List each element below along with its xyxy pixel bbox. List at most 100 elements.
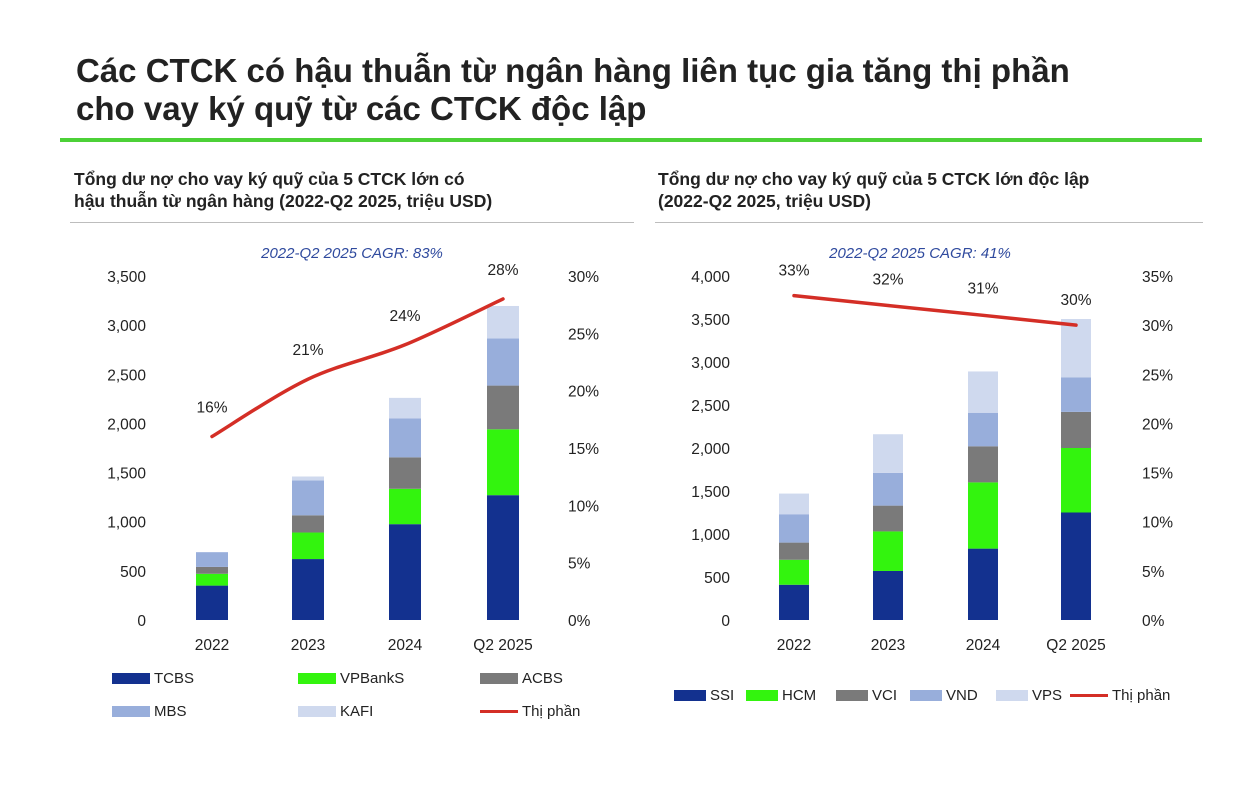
right-legend-swatch bbox=[836, 690, 868, 701]
right-y-tick-label: 2,500 bbox=[691, 398, 730, 415]
left-bar-vpbanks bbox=[196, 573, 228, 586]
right-bar-vci bbox=[1061, 411, 1091, 448]
left-bar-acbs bbox=[487, 385, 519, 430]
right-y2-tick-label: 15% bbox=[1142, 466, 1173, 483]
left-line-data-label: 28% bbox=[487, 262, 518, 279]
left-y-tick-label: 3,500 bbox=[107, 269, 146, 286]
right-bar-vps bbox=[779, 493, 809, 515]
left-chart-rule bbox=[70, 222, 634, 223]
left-legend-swatch bbox=[112, 673, 150, 684]
left-bar-kafi bbox=[487, 305, 519, 339]
left-y-tick-label: 3,000 bbox=[107, 318, 146, 335]
left-bar-vpbanks bbox=[389, 488, 421, 525]
right-legend-swatch bbox=[1070, 694, 1108, 697]
right-bar-vps bbox=[873, 434, 903, 473]
right-legend-item: VND bbox=[910, 687, 978, 704]
left-bar-mbs bbox=[196, 552, 228, 567]
left-legend-label: TCBS bbox=[154, 670, 195, 687]
left-legend-swatch bbox=[298, 706, 336, 717]
page-title: Các CTCK có hậu thuẫn từ ngân hàng liên … bbox=[76, 52, 1206, 128]
left-chart-title: Tổng dư nợ cho vay ký quỹ của 5 CTCK lớn… bbox=[74, 168, 634, 212]
right-legend-label: VPS bbox=[1032, 687, 1063, 704]
left-bar-acbs bbox=[196, 566, 228, 574]
left-y-tick-label: 2,000 bbox=[107, 416, 146, 433]
left-line-data-label: 16% bbox=[196, 400, 227, 417]
right-y-tick-label: 1,000 bbox=[691, 527, 730, 544]
left-bar-tcbs bbox=[389, 524, 421, 620]
left-legend-label: KAFI bbox=[340, 703, 374, 720]
right-legend-label: HCM bbox=[782, 687, 817, 704]
right-bar-hcm bbox=[1061, 448, 1091, 513]
left-bar-mbs bbox=[487, 338, 519, 386]
right-y2-tick-label: 0% bbox=[1142, 613, 1165, 630]
left-legend-item: TCBS bbox=[112, 670, 194, 687]
left-chart-title-line1: Tổng dư nợ cho vay ký quỹ của 5 CTCK lớn… bbox=[74, 169, 465, 189]
right-y2-tick-label: 20% bbox=[1142, 416, 1173, 433]
left-y2-tick-label: 0% bbox=[568, 613, 591, 630]
left-legend-label: VPBankS bbox=[340, 670, 405, 687]
right-bar-vci bbox=[779, 542, 809, 560]
right-legend-swatch bbox=[674, 690, 706, 701]
right-bar-vnd bbox=[779, 514, 809, 543]
right-legend-label: SSI bbox=[710, 687, 735, 704]
left-y-tick-label: 1,000 bbox=[107, 515, 146, 532]
left-y2-tick-label: 5% bbox=[568, 556, 591, 573]
left-legend-swatch bbox=[480, 673, 518, 684]
left-y-tick-label: 0 bbox=[137, 613, 146, 630]
left-legend-label: MBS bbox=[154, 703, 187, 720]
right-legend-label: VCI bbox=[872, 687, 898, 704]
right-y2-tick-label: 10% bbox=[1142, 515, 1173, 532]
right-chart-title: Tổng dư nợ cho vay ký quỹ của 5 CTCK lớn… bbox=[658, 168, 1218, 212]
left-legend-swatch bbox=[298, 673, 336, 684]
left-legend-swatch bbox=[112, 706, 150, 717]
left-legend-label: Thị phần bbox=[522, 703, 581, 720]
right-y2-tick-label: 5% bbox=[1142, 564, 1165, 581]
left-bar-vpbanks bbox=[487, 429, 519, 496]
right-x-tick-label: 2024 bbox=[966, 637, 1001, 654]
right-x-tick-label: 2022 bbox=[777, 637, 811, 654]
right-y-tick-label: 3,500 bbox=[691, 312, 730, 329]
left-legend-item: MBS bbox=[112, 703, 187, 720]
right-chart-rule bbox=[655, 222, 1203, 223]
left-bar-kafi bbox=[292, 476, 324, 481]
right-y-tick-label: 0 bbox=[721, 613, 730, 630]
left-bar-tcbs bbox=[487, 495, 519, 620]
left-bar-acbs bbox=[292, 515, 324, 533]
left-legend-label: ACBS bbox=[522, 670, 563, 687]
left-x-tick-label: 2022 bbox=[195, 637, 229, 654]
right-bar-hcm bbox=[968, 482, 998, 549]
right-bar-hcm bbox=[873, 531, 903, 571]
left-line-data-label: 21% bbox=[292, 342, 323, 359]
right-bar-vci bbox=[873, 505, 903, 532]
right-chart-title-line1: Tổng dư nợ cho vay ký quỹ của 5 CTCK lớn… bbox=[658, 169, 1090, 189]
right-y-tick-label: 500 bbox=[704, 570, 730, 587]
right-cagr-annotation: 2022-Q2 2025 CAGR: 41% bbox=[828, 245, 1011, 262]
right-bar-vnd bbox=[968, 412, 998, 447]
right-y2-tick-label: 30% bbox=[1142, 318, 1173, 335]
left-legend-item: Thị phần bbox=[480, 703, 580, 720]
left-bar-tcbs bbox=[292, 559, 324, 620]
right-legend-swatch bbox=[746, 690, 778, 701]
left-cagr-annotation: 2022-Q2 2025 CAGR: 83% bbox=[260, 245, 443, 262]
right-y2-tick-label: 25% bbox=[1142, 367, 1173, 384]
right-y-tick-label: 4,000 bbox=[691, 269, 730, 286]
right-line-data-label: 32% bbox=[872, 271, 903, 288]
right-y-tick-label: 2,000 bbox=[691, 441, 730, 458]
right-x-tick-label: 2023 bbox=[871, 637, 905, 654]
right-bar-vps bbox=[968, 371, 998, 413]
right-line-data-label: 30% bbox=[1060, 292, 1091, 309]
left-line-data-label: 24% bbox=[389, 308, 420, 325]
right-legend-label: VND bbox=[946, 687, 978, 704]
right-y-tick-label: 3,000 bbox=[691, 355, 730, 372]
right-bar-vci bbox=[968, 446, 998, 483]
right-legend-item: VPS bbox=[996, 687, 1062, 704]
right-legend-swatch bbox=[996, 690, 1028, 701]
right-legend-item: HCM bbox=[746, 687, 816, 704]
left-bar-mbs bbox=[292, 480, 324, 516]
left-bar-vpbanks bbox=[292, 532, 324, 560]
title-rule bbox=[60, 138, 1202, 142]
right-bar-ssi bbox=[968, 548, 998, 620]
right-bar-ssi bbox=[873, 570, 903, 620]
left-bar-tcbs bbox=[196, 585, 228, 620]
right-bar-vnd bbox=[873, 472, 903, 506]
